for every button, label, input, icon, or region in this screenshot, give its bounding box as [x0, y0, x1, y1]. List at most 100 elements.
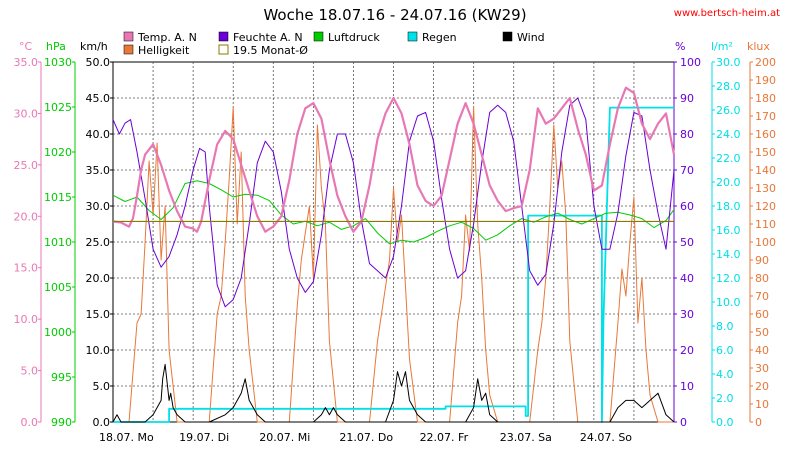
legend-label-pressure: Luftdruck	[328, 31, 380, 44]
legend-label-rain: Regen	[422, 31, 457, 44]
wind-axis-tick-label: 30.0	[86, 200, 111, 213]
legend-swatch-humidity	[218, 31, 229, 42]
wind-axis-tick-label: 40.0	[86, 128, 111, 141]
legend-swatch-rain	[407, 31, 418, 42]
humidity-axis-tick-label: 70	[680, 164, 694, 177]
lux-axis-tick-label: 130	[755, 182, 776, 195]
lux-axis-tick-label: 180	[755, 92, 776, 105]
lux-axis-tick-label: 100	[755, 236, 776, 249]
rain-axis-tick-label: 12.0	[716, 272, 741, 285]
rain-axis-tick-label: 2.0	[716, 392, 734, 405]
series-line-wind	[112, 363, 675, 423]
legend: Temp. A. N Feuchte A. N Luftdruck Regen …	[123, 31, 545, 57]
series-line-rain	[113, 106, 674, 423]
rain-axis-tick-label: 14.0	[716, 248, 741, 261]
wind-axis-tick-label: 20.0	[86, 272, 111, 285]
lux-axis-tick-label: 120	[755, 200, 776, 213]
x-tick-label: 20.07. Mi	[259, 431, 310, 444]
series-line-lux	[113, 106, 674, 423]
humidity-axis-tick-label: 40	[680, 272, 694, 285]
pressure-axis-tick-label: 990	[51, 416, 72, 429]
pressure-axis-tick-label: 1010	[44, 236, 72, 249]
x-tick-label: 18.07. Mo	[99, 431, 154, 444]
temp-axis-tick-label: 25.0	[14, 159, 39, 172]
lux-axis-tick-label: 80	[755, 272, 769, 285]
site-url-link[interactable]: www.bertsch-heim.at	[674, 8, 780, 19]
humidity-axis-tick-label: 100	[680, 56, 701, 69]
chart-title: Woche 18.07.16 - 24.07.16 (KW29)	[263, 6, 526, 24]
lux-axis-tick-label: 20	[755, 380, 769, 393]
series-line-temp	[112, 86, 676, 233]
lux-axis-tick-label: 0	[755, 416, 762, 429]
pressure-axis-tick-label: 1000	[44, 326, 72, 339]
legend-label-temp: Temp. A. N	[137, 31, 197, 44]
rain-axis-tick-label: 4.0	[716, 368, 734, 381]
rain-axis-tick-label: 0.0	[716, 416, 734, 429]
legend-swatch-pressure	[313, 31, 324, 42]
pressure-axis-tick-label: 1030	[44, 56, 72, 69]
x-tick-label: 24.07. So	[580, 431, 632, 444]
rain-axis-tick-label: 22.0	[716, 152, 741, 165]
humidity-axis-tick-label: 10	[680, 380, 694, 393]
humidity-axis-tick-label: 30	[680, 308, 694, 321]
humidity-axis-tick-label: 0	[680, 416, 687, 429]
lux-axis-tick-label: 170	[755, 110, 776, 123]
rain-unit-label: l/m²	[711, 40, 733, 53]
lux-axis-tick-label: 30	[755, 362, 769, 375]
humidity-axis-tick-label: 20	[680, 344, 694, 357]
humidity-axis-tick-label: 60	[680, 200, 694, 213]
legend-swatch-wind	[502, 31, 513, 42]
rain-axis-tick-label: 26.0	[716, 104, 741, 117]
x-tick-label: 22.07. Fr	[420, 431, 469, 444]
rain-axis-tick-label: 16.0	[716, 224, 741, 237]
lux-axis-tick-label: 160	[755, 128, 776, 141]
wind-axis-tick-label: 10.0	[86, 344, 111, 357]
rain-axis-tick-label: 30.0	[716, 56, 741, 69]
rain-axis-tick-label: 24.0	[716, 128, 741, 141]
humidity-axis-tick-label: 50	[680, 236, 694, 249]
lux-axis-tick-label: 10	[755, 398, 769, 411]
x-tick-label: 21.07. Do	[339, 431, 393, 444]
temp-axis-tick-label: 20.0	[14, 210, 39, 223]
lux-axis-tick-label: 90	[755, 254, 769, 267]
wind-axis-tick-label: 5.0	[93, 380, 111, 393]
lux-axis-tick-label: 40	[755, 344, 769, 357]
x-tick-label: 19.07. Di	[179, 431, 229, 444]
wind-axis-tick-label: 45.0	[86, 92, 111, 105]
humidity-axis-tick-label: 80	[680, 128, 694, 141]
pressure-axis-tick-label: 995	[51, 371, 72, 384]
temp-unit-label: °C	[19, 40, 33, 53]
temp-axis-tick-label: 10.0	[14, 313, 39, 326]
pressure-axis-tick-label: 1005	[44, 281, 72, 294]
legend-label-brightness: Helligkeit	[138, 44, 190, 57]
pressure-axis-tick-label: 1020	[44, 146, 72, 159]
legend-label-humidity: Feuchte A. N	[233, 31, 303, 44]
legend-label-monthly-average: 19.5 Monat-Ø	[233, 44, 308, 57]
lux-axis-tick-label: 60	[755, 308, 769, 321]
temp-axis-tick-label: 15.0	[14, 262, 39, 275]
lux-axis-tick-label: 110	[755, 218, 776, 231]
plot-area	[112, 86, 676, 423]
legend-swatch-temp	[123, 31, 134, 42]
series-line-hum	[112, 97, 675, 308]
axes: 35.030.025.020.015.010.05.00.01030102510…	[14, 56, 777, 444]
lux-axis-tick-label: 50	[755, 326, 769, 339]
humidity-unit-label: %	[675, 40, 685, 53]
temp-axis-tick-label: 0.0	[21, 416, 39, 429]
rain-axis-tick-label: 18.0	[716, 200, 741, 213]
temp-axis-tick-label: 35.0	[14, 56, 39, 69]
lux-unit-label: klux	[747, 40, 770, 53]
lux-axis-tick-label: 200	[755, 56, 776, 69]
humidity-axis-tick-label: 90	[680, 92, 694, 105]
lux-axis-tick-label: 150	[755, 146, 776, 159]
lux-axis-tick-label: 140	[755, 164, 776, 177]
pressure-axis-tick-label: 1025	[44, 101, 72, 114]
rain-axis-tick-label: 28.0	[716, 80, 741, 93]
rain-axis-tick-label: 8.0	[716, 320, 734, 333]
rain-axis-tick-label: 6.0	[716, 344, 734, 357]
wind-unit-label: km/h	[80, 40, 108, 53]
lux-axis-tick-label: 190	[755, 74, 776, 87]
wind-axis-tick-label: 50.0	[86, 56, 111, 69]
wind-axis-tick-label: 0.0	[93, 416, 111, 429]
